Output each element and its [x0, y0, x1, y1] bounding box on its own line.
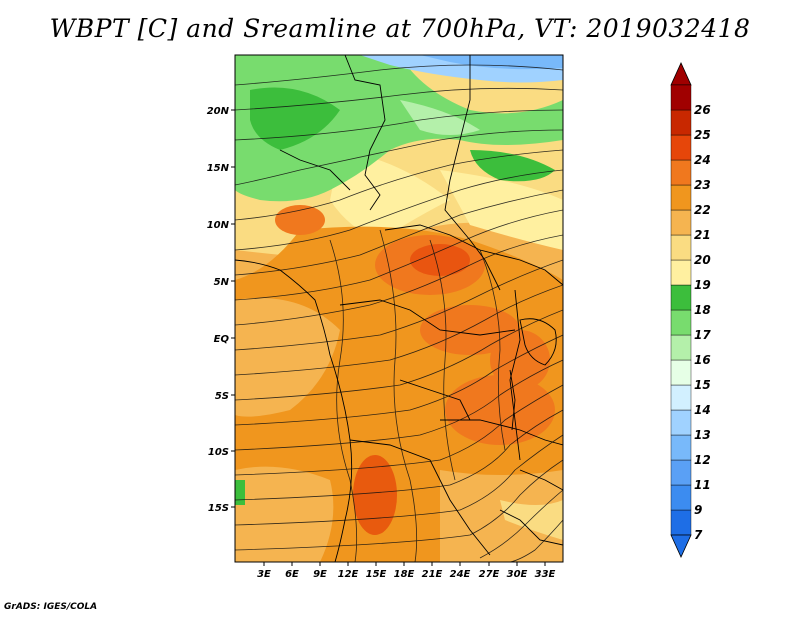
colorbar-label: 25 [694, 128, 711, 142]
credit-footer: GrADS: IGES/COLA [4, 602, 98, 612]
colorbar-segment [670, 309, 692, 336]
colorbar-label: 18 [694, 303, 711, 317]
colorbar-bottom-arrow [670, 534, 692, 558]
map-frame [234, 54, 564, 563]
colorbar-segment [670, 184, 692, 211]
lon-label: 15E [366, 569, 387, 580]
longitude-axis: 3E 6E 9E 12E 15E 18E 21E 24E 27E 30E 33E [257, 562, 556, 580]
colorbar-segment [670, 334, 692, 361]
colorbar-segment [670, 84, 692, 111]
colorbar-label: 12 [694, 453, 711, 467]
colorbar-label: 16 [694, 353, 711, 367]
lat-label: 5N [214, 277, 230, 288]
colorbar-segment [670, 209, 692, 236]
colorbar-label: 11 [694, 478, 711, 492]
lon-label: 24E [450, 569, 471, 580]
colorbar: 7 9 11 12 13 14 15 16 17 18 19 20 21 22 23 24 25 26 [670, 62, 711, 558]
colorbar-label: 26 [694, 103, 711, 117]
colorbar-label: 14 [694, 403, 711, 417]
streamlines [235, 64, 563, 562]
colorbar-segment [670, 384, 692, 411]
lat-label: 20N [207, 106, 230, 117]
lon-label: 33E [535, 569, 556, 580]
lon-label: 21E [422, 569, 443, 580]
lon-label: 18E [394, 569, 415, 580]
lat-label: 10N [207, 220, 230, 231]
colorbar-label: 22 [694, 203, 711, 217]
colorbar-label: 15 [694, 378, 711, 392]
lat-label: EQ [214, 334, 230, 345]
colorbar-label: 23 [694, 178, 711, 192]
colorbar-label: 20 [694, 253, 711, 267]
colorbar-segment [670, 134, 692, 161]
latitude-axis: 20N 15N 10N 5N EQ 5S 10S 15S [207, 106, 235, 514]
colorbar-label: 9 [694, 503, 702, 517]
colorbar-segment [670, 284, 692, 311]
colorbar-segment [670, 509, 692, 536]
colorbar-label: 24 [694, 153, 711, 167]
lon-label: 30E [507, 569, 528, 580]
colorbar-segment [670, 434, 692, 461]
lon-label: 12E [338, 569, 359, 580]
lat-label: 15N [207, 163, 230, 174]
lon-label: 9E [313, 569, 327, 580]
lat-label: 15S [208, 503, 229, 514]
colorbar-segment [670, 484, 692, 511]
lon-label: 27E [479, 569, 500, 580]
colorbar-segment [670, 234, 692, 261]
country-borders [235, 55, 563, 562]
colorbar-top-arrow [670, 62, 692, 86]
colorbar-segment [670, 359, 692, 386]
page-title: WBPT [C] and Sreamline at 700hPa, VT: 20… [49, 14, 751, 43]
lat-label: 5S [215, 391, 229, 402]
colorbar-label: 7 [694, 528, 703, 542]
lon-label: 3E [257, 569, 271, 580]
colorbar-label: 21 [694, 228, 711, 242]
colorbar-segment [670, 409, 692, 436]
lat-label: 10S [208, 447, 229, 458]
colorbar-segment [670, 159, 692, 186]
wbpt-field [235, 55, 563, 562]
colorbar-segment [670, 459, 692, 486]
colorbar-label: 17 [694, 328, 711, 342]
lon-label: 6E [285, 569, 299, 580]
colorbar-segment [670, 109, 692, 136]
colorbar-label: 19 [694, 278, 711, 292]
colorbar-label: 13 [694, 428, 711, 442]
colorbar-segment [670, 259, 692, 286]
